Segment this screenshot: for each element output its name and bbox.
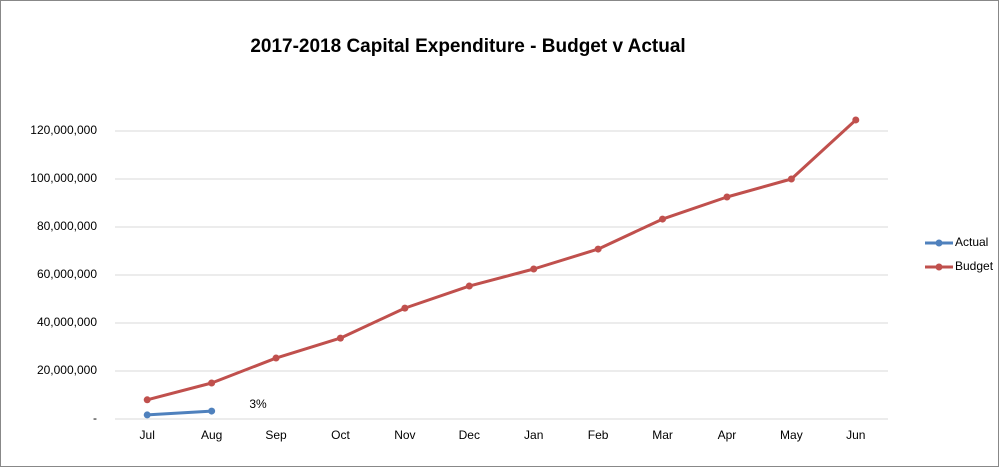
legend-marker	[935, 263, 943, 271]
x-tick-label: Jun	[846, 428, 865, 442]
data-point	[530, 265, 538, 273]
annotation: 3%	[249, 397, 267, 411]
data-point	[594, 245, 602, 253]
data-point	[336, 334, 344, 342]
data-point	[143, 411, 151, 419]
data-point	[787, 175, 795, 183]
data-point	[465, 282, 473, 290]
y-tick-label: 80,000,000	[37, 219, 97, 233]
x-tick-label: Nov	[394, 428, 415, 442]
x-tick-label: Jan	[524, 428, 543, 442]
series-line	[146, 118, 857, 402]
y-tick-label: 20,000,000	[37, 363, 97, 377]
legend-marker	[935, 239, 943, 247]
data-point	[659, 215, 667, 223]
y-tick-label: 40,000,000	[37, 315, 97, 329]
x-tick-label: Mar	[652, 428, 673, 442]
legend-label: Budget	[955, 259, 994, 273]
x-tick-label: Aug	[201, 428, 222, 442]
series-line	[147, 409, 212, 417]
x-tick-label: Sep	[265, 428, 287, 442]
y-tick-label: 100,000,000	[30, 171, 97, 185]
data-point	[272, 354, 280, 362]
y-tick-label: 120,000,000	[30, 123, 97, 137]
x-tick-label: Feb	[588, 428, 609, 442]
x-tick-label: May	[780, 428, 803, 442]
y-tick-label: 60,000,000	[37, 267, 97, 281]
data-point	[401, 304, 409, 312]
y-tick-label: -	[93, 411, 97, 425]
data-point	[208, 379, 216, 387]
data-point	[723, 193, 731, 201]
x-tick-label: Apr	[718, 428, 737, 442]
data-point	[143, 396, 151, 404]
x-tick-label: Jul	[140, 428, 155, 442]
legend-label: Actual	[955, 235, 988, 249]
data-point	[852, 116, 860, 124]
data-point	[208, 407, 216, 415]
x-tick-label: Oct	[331, 428, 350, 442]
x-tick-label: Dec	[459, 428, 480, 442]
chart-title: 2017-2018 Capital Expenditure - Budget v…	[250, 36, 685, 57]
